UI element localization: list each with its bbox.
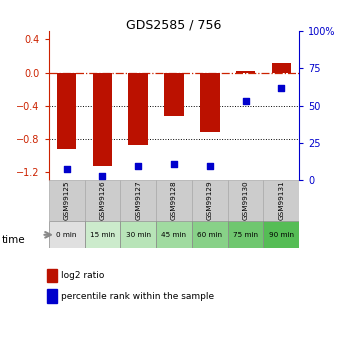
Text: 30 min: 30 min <box>126 232 151 238</box>
Bar <box>85 180 120 221</box>
Text: 15 min: 15 min <box>90 232 115 238</box>
Text: percentile rank within the sample: percentile rank within the sample <box>61 292 214 300</box>
Text: 0 min: 0 min <box>56 232 77 238</box>
Bar <box>156 221 192 248</box>
Bar <box>263 180 299 221</box>
Text: GSM99128: GSM99128 <box>171 180 177 220</box>
Text: log2 ratio: log2 ratio <box>61 271 104 280</box>
Text: GSM99130: GSM99130 <box>243 180 248 220</box>
Bar <box>200 72 220 132</box>
Text: GSM99129: GSM99129 <box>207 180 213 220</box>
Bar <box>93 72 112 166</box>
Point <box>100 173 105 179</box>
Bar <box>228 221 263 248</box>
Text: 75 min: 75 min <box>233 232 258 238</box>
Text: GSM99127: GSM99127 <box>135 180 141 220</box>
Bar <box>85 221 120 248</box>
Bar <box>164 72 184 116</box>
Bar <box>271 63 291 72</box>
Bar <box>228 180 263 221</box>
Point <box>243 99 248 104</box>
Point <box>207 163 213 168</box>
Point <box>135 163 141 168</box>
Text: GSM99125: GSM99125 <box>64 180 70 220</box>
Bar <box>47 269 57 282</box>
Title: GDS2585 / 756: GDS2585 / 756 <box>126 18 222 31</box>
Point <box>64 166 69 171</box>
Bar <box>156 180 192 221</box>
Bar <box>236 71 255 72</box>
Point <box>279 85 284 91</box>
Bar <box>49 180 85 221</box>
Text: 45 min: 45 min <box>161 232 187 238</box>
Point <box>171 161 177 167</box>
Bar <box>120 180 156 221</box>
Bar <box>192 180 228 221</box>
Text: 60 min: 60 min <box>197 232 222 238</box>
Bar <box>120 221 156 248</box>
Bar <box>47 289 57 303</box>
Bar <box>57 72 77 149</box>
Bar <box>192 221 228 248</box>
Text: GSM99126: GSM99126 <box>100 180 105 220</box>
Text: GSM99131: GSM99131 <box>278 180 284 220</box>
Bar <box>263 221 299 248</box>
Text: time: time <box>2 235 25 245</box>
Bar <box>128 72 148 145</box>
Text: 90 min: 90 min <box>269 232 294 238</box>
Bar <box>49 221 85 248</box>
